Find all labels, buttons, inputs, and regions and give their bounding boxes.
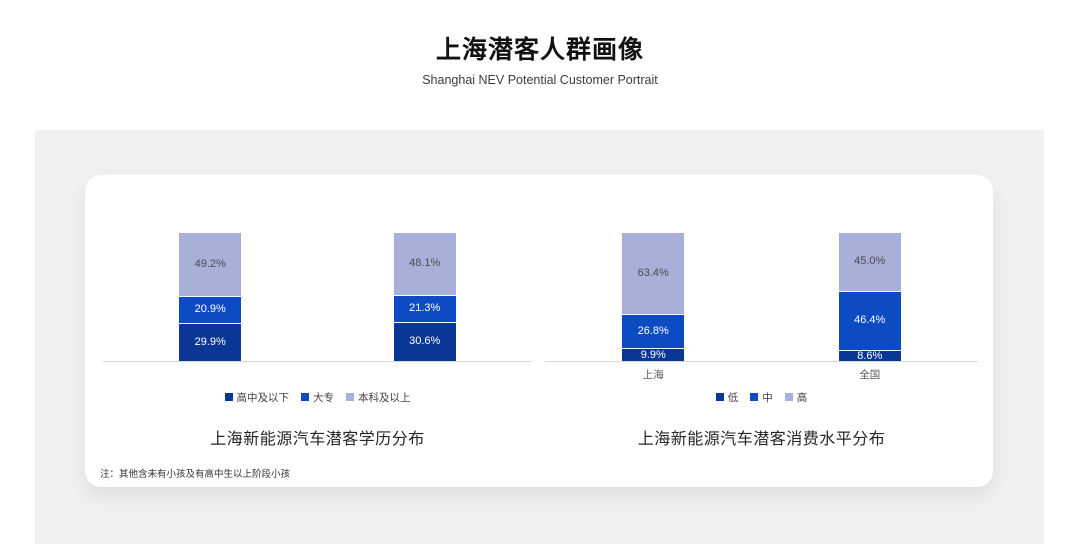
bar-segment: 45.0% (838, 233, 901, 291)
legend-swatch-icon (346, 393, 354, 401)
legend-label: 高中及以下 (236, 391, 290, 404)
bar-segment: 8.6% (838, 349, 901, 362)
footnote: 注：其他含未有小孩及有高中生以上阶段小孩 (100, 469, 291, 480)
bar-segment: 46.4% (838, 290, 901, 350)
bar-segment-label: 9.9% (640, 348, 666, 361)
bar-segment: 29.9% (179, 322, 242, 361)
legend-label: 低 (727, 391, 739, 404)
legend-item: 中 (750, 390, 773, 405)
page-title: 上海潜客人群画像 (435, 36, 644, 64)
legend-item: 低 (715, 390, 739, 405)
education-x-axis-labels (103, 362, 532, 381)
bar: 45.0% 46.4% 8.6% (838, 233, 901, 362)
bar-segment: 30.6% (393, 321, 456, 361)
legend-label: 大专 (313, 391, 334, 404)
bar-segment-label: 29.9% (194, 335, 226, 348)
bar-segment-label: 49.2% (194, 257, 226, 270)
education-plot-area: 49.2% 20.9% 29.9% 48.1% 21.3% 30.6% (103, 232, 532, 362)
bar-segment: 49.2% (179, 232, 242, 296)
bar-segment: 26.8% (622, 314, 685, 349)
chart-card: 49.2% 20.9% 29.9% 48.1% 21.3% 30.6% 高中及以下 大专 本科… (85, 175, 993, 487)
bar-segment-label: 26.8% (637, 325, 669, 338)
consumption-distribution-chart: 63.4% 26.8% 9.9% 45.0% 46.4% 8.6% 上海 全国 低 中 高 上海… (545, 232, 978, 449)
bar: 48.1% 21.3% 30.6% (393, 232, 456, 361)
page-subtitle: Shanghai NEV Potential Customer Portrait (422, 73, 658, 87)
legend-item: 高中及以下 (224, 390, 290, 405)
consumption-chart-title: 上海新能源汽车潜客消费水平分布 (637, 431, 886, 448)
legend-item: 大专 (301, 390, 334, 405)
bar: 49.2% 20.9% 29.9% (179, 232, 242, 361)
bar-segment-label: 48.1% (409, 257, 441, 270)
bar: 63.4% 26.8% 9.9% (622, 232, 685, 361)
bar-segment-label: 20.9% (194, 303, 226, 316)
bar-segment: 9.9% (622, 348, 685, 361)
legend-swatch-icon (784, 393, 793, 401)
bar-segment: 63.4% (622, 232, 685, 315)
x-axis-label: 上海 (642, 369, 664, 381)
consumption-x-axis-labels: 上海 全国 (545, 362, 978, 381)
legend-swatch-icon (750, 393, 759, 401)
legend-item: 本科及以上 (346, 390, 411, 405)
legend-swatch-icon (301, 393, 309, 401)
gray-panel: 49.2% 20.9% 29.9% 48.1% 21.3% 30.6% 高中及以下 大专 本科… (35, 130, 1044, 544)
legend-label: 本科及以上 (358, 391, 411, 404)
bar-segment-label: 63.4% (637, 266, 669, 279)
bar-segment-label: 46.4% (854, 314, 886, 327)
legend-label: 中 (762, 391, 773, 404)
bar-segment: 48.1% (393, 232, 456, 295)
consumption-plot-area: 63.4% 26.8% 9.9% 45.0% 46.4% 8.6% (545, 232, 978, 362)
legend-label: 高 (796, 391, 808, 404)
education-legend: 高中及以下 大专 本科及以上 (103, 390, 532, 404)
bar-segment: 21.3% (393, 294, 456, 322)
bar-segment-label: 30.6% (409, 335, 441, 348)
education-chart-title: 上海新能源汽车潜客学历分布 (210, 431, 425, 448)
bar-segment: 20.9% (179, 295, 242, 323)
legend-item: 高 (784, 390, 808, 405)
bar-segment-label: 21.3% (409, 302, 441, 315)
x-axis-label: 全国 (859, 369, 881, 381)
education-distribution-chart: 49.2% 20.9% 29.9% 48.1% 21.3% 30.6% 高中及以下 大专 本科… (103, 232, 532, 449)
consumption-legend: 低中高 (545, 390, 978, 404)
bar-segment-label: 8.6% (857, 349, 883, 362)
legend-swatch-icon (715, 393, 724, 401)
page: 上海潜客人群画像 Shanghai NEV Potential Customer… (0, 30, 1080, 547)
bar-segment-label: 45.0% (854, 255, 886, 268)
legend-swatch-icon (224, 393, 233, 401)
